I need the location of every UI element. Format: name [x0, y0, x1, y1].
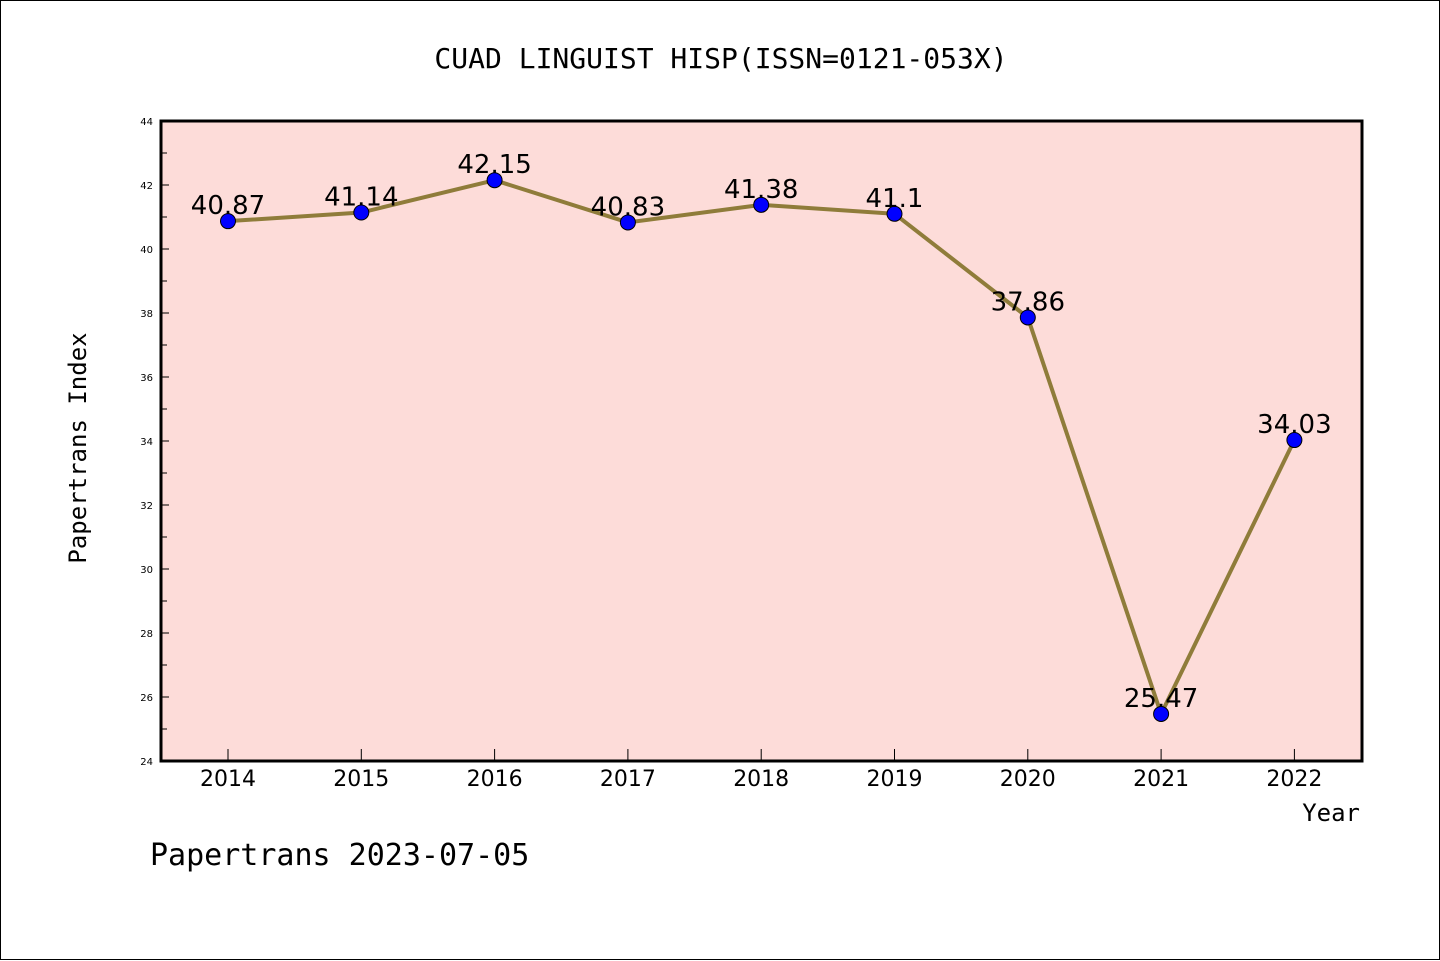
data-label: 25.47 [1124, 684, 1198, 714]
y-tick-label: 24 [140, 757, 153, 768]
x-tick-label: 2018 [733, 767, 789, 792]
series-markers [220, 172, 1303, 722]
data-point [886, 205, 903, 222]
x-axis-label: Year [1302, 799, 1360, 827]
data-point [619, 214, 636, 231]
x-tick-label: 2021 [1133, 767, 1189, 792]
x-tick-label: 2019 [867, 767, 923, 792]
data-label: 40.87 [191, 191, 265, 221]
data-point [486, 172, 503, 189]
data-labels: 40.87 41.14 42.15 40.83 41.38 41.1 37.86 25.47 3… [191, 150, 1332, 714]
y-tick-label: 44 [140, 117, 153, 128]
y-axis: 24 26 28 30 32 34 36 38 40 42 44 [140, 117, 169, 768]
data-label: 42.15 [457, 150, 531, 180]
y-tick-label: 38 [140, 309, 153, 320]
y-tick-label: 26 [140, 693, 153, 704]
data-point [220, 213, 236, 230]
data-label: 40.83 [591, 192, 665, 222]
x-tick-label: 2017 [600, 767, 656, 792]
data-point [1153, 705, 1170, 722]
y-tick-label: 28 [140, 629, 153, 640]
plot-area [159, 119, 1364, 763]
data-label: 41.38 [724, 175, 798, 205]
y-tick-label: 40 [140, 245, 153, 256]
chart-title: CUAD LINGUIST HISP(ISSN=0121-053X) [434, 42, 1007, 75]
footer-text: Papertrans 2023-07-05 [150, 838, 529, 873]
y-tick-label: 30 [140, 565, 153, 576]
x-tick-label: 2015 [333, 767, 389, 792]
x-tick-label: 2020 [1000, 767, 1056, 792]
data-point [1019, 309, 1036, 326]
data-label: 34.03 [1257, 410, 1331, 440]
y-axis-label: Papertrans Index [64, 332, 92, 563]
data-point [1286, 432, 1303, 449]
x-axis: 2014 2015 2016 2017 2018 2019 2020 2021 2022 [200, 749, 1322, 792]
data-label: 37.86 [991, 287, 1065, 317]
data-label: 41.1 [866, 184, 924, 214]
data-point [353, 204, 370, 221]
x-tick-label: 2014 [200, 767, 256, 792]
x-tick-label: 2016 [467, 767, 523, 792]
y-tick-label: 36 [140, 373, 153, 384]
y-tick-label: 34 [140, 437, 153, 448]
y-tick-label: 32 [140, 501, 153, 512]
x-tick-label: 2022 [1266, 767, 1322, 792]
data-point [753, 196, 770, 213]
data-label: 41.14 [324, 183, 398, 213]
y-tick-label: 42 [140, 181, 153, 192]
